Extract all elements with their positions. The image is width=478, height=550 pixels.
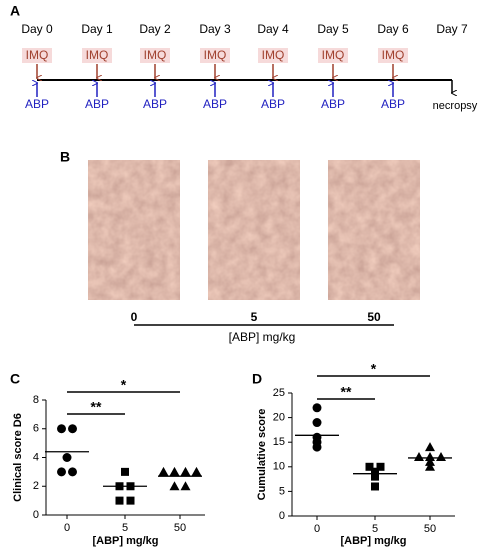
y-tick-label: 10: [273, 461, 285, 473]
point: [436, 451, 446, 461]
y-tick-label: 2: [33, 480, 39, 492]
x-axis-label: [ABP] mg/kg: [93, 535, 159, 547]
point: [414, 451, 424, 461]
imq-bg: [82, 48, 112, 63]
day-label: Day 0: [21, 22, 53, 36]
abp-label: ABP: [381, 97, 405, 111]
y-tick-label: 8: [33, 394, 39, 406]
point: [312, 442, 322, 452]
point: [312, 418, 322, 428]
day-label: Day 7: [436, 22, 468, 36]
skin-image: [328, 160, 420, 300]
point: [62, 453, 72, 462]
dose-axis-label: [ABP] mg/kg: [229, 330, 296, 344]
point: [425, 461, 435, 471]
y-tick-label: 6: [33, 423, 39, 435]
point: [57, 424, 66, 434]
panel-label: D: [252, 371, 262, 387]
point: [371, 467, 379, 476]
skin-image: [88, 160, 180, 300]
abp-label: ABP: [261, 97, 285, 111]
panel-label: A: [10, 3, 20, 19]
imq-label: IMQ: [204, 48, 227, 62]
y-tick-label: 25: [273, 387, 285, 399]
abp-label: ABP: [203, 97, 227, 111]
imq-bg: [318, 48, 348, 63]
abp-label: ABP: [25, 97, 49, 111]
point: [57, 467, 66, 477]
point: [169, 481, 180, 491]
point: [180, 466, 191, 476]
significance-label: *: [121, 377, 127, 393]
dose-label: 50: [367, 310, 381, 324]
y-tick-label: 5: [279, 485, 285, 497]
point: [371, 482, 379, 491]
x-axis-label: [ABP] mg/kg: [341, 535, 407, 547]
day-label: Day 1: [81, 22, 113, 36]
imq-bg: [200, 48, 230, 63]
x-tick-label: 5: [122, 522, 128, 534]
point: [158, 466, 169, 476]
skin-image: [208, 160, 300, 300]
dose-label: 0: [131, 310, 138, 324]
point: [115, 496, 124, 505]
point: [68, 467, 77, 477]
dose-label: 5: [251, 310, 258, 324]
imq-label: IMQ: [26, 48, 49, 62]
point: [425, 442, 435, 452]
significance-label: **: [91, 399, 102, 415]
point: [312, 403, 322, 413]
y-axis-label: Cumulative score: [256, 409, 268, 501]
point: [425, 451, 435, 461]
abp-label: ABP: [143, 97, 167, 111]
y-axis-label: Clinical score D6: [12, 413, 24, 502]
imq-bg: [140, 48, 170, 63]
point: [121, 467, 129, 476]
imq-label: IMQ: [322, 48, 345, 62]
x-tick-label: 0: [64, 522, 70, 534]
abp-label: ABP: [321, 97, 345, 111]
significance-label: *: [371, 361, 377, 377]
abp-label: ABP: [85, 97, 109, 111]
x-tick-label: 5: [372, 523, 378, 535]
day-label: Day 4: [257, 22, 289, 36]
point: [126, 496, 135, 505]
significance-label: **: [341, 384, 352, 400]
y-tick-label: 0: [279, 510, 285, 522]
y-tick-label: 0: [33, 509, 39, 521]
imq-bg: [378, 48, 408, 63]
y-tick-label: 20: [273, 412, 285, 424]
x-tick-label: 50: [424, 523, 436, 535]
imq-label: IMQ: [262, 48, 285, 62]
point: [191, 466, 202, 476]
day-label: Day 2: [139, 22, 171, 36]
day-label: Day 6: [377, 22, 409, 36]
y-tick-label: 15: [273, 436, 285, 448]
point: [180, 481, 191, 491]
point: [425, 456, 435, 466]
imq-label: IMQ: [144, 48, 167, 62]
x-tick-label: 0: [314, 523, 320, 535]
imq-label: IMQ: [86, 48, 109, 62]
x-tick-label: 50: [174, 522, 186, 534]
imq-bg: [22, 48, 52, 63]
imq-label: IMQ: [382, 48, 405, 62]
point: [169, 466, 180, 476]
point: [376, 462, 385, 471]
day-label: Day 5: [317, 22, 349, 36]
point: [365, 462, 374, 471]
day-label: Day 3: [199, 22, 231, 36]
imq-bg: [258, 48, 288, 63]
end-label: necropsy: [433, 100, 478, 112]
panel-label: B: [60, 149, 70, 165]
y-tick-label: 4: [33, 451, 39, 463]
point: [68, 424, 77, 434]
point: [371, 472, 379, 481]
panel-label: C: [10, 371, 20, 387]
